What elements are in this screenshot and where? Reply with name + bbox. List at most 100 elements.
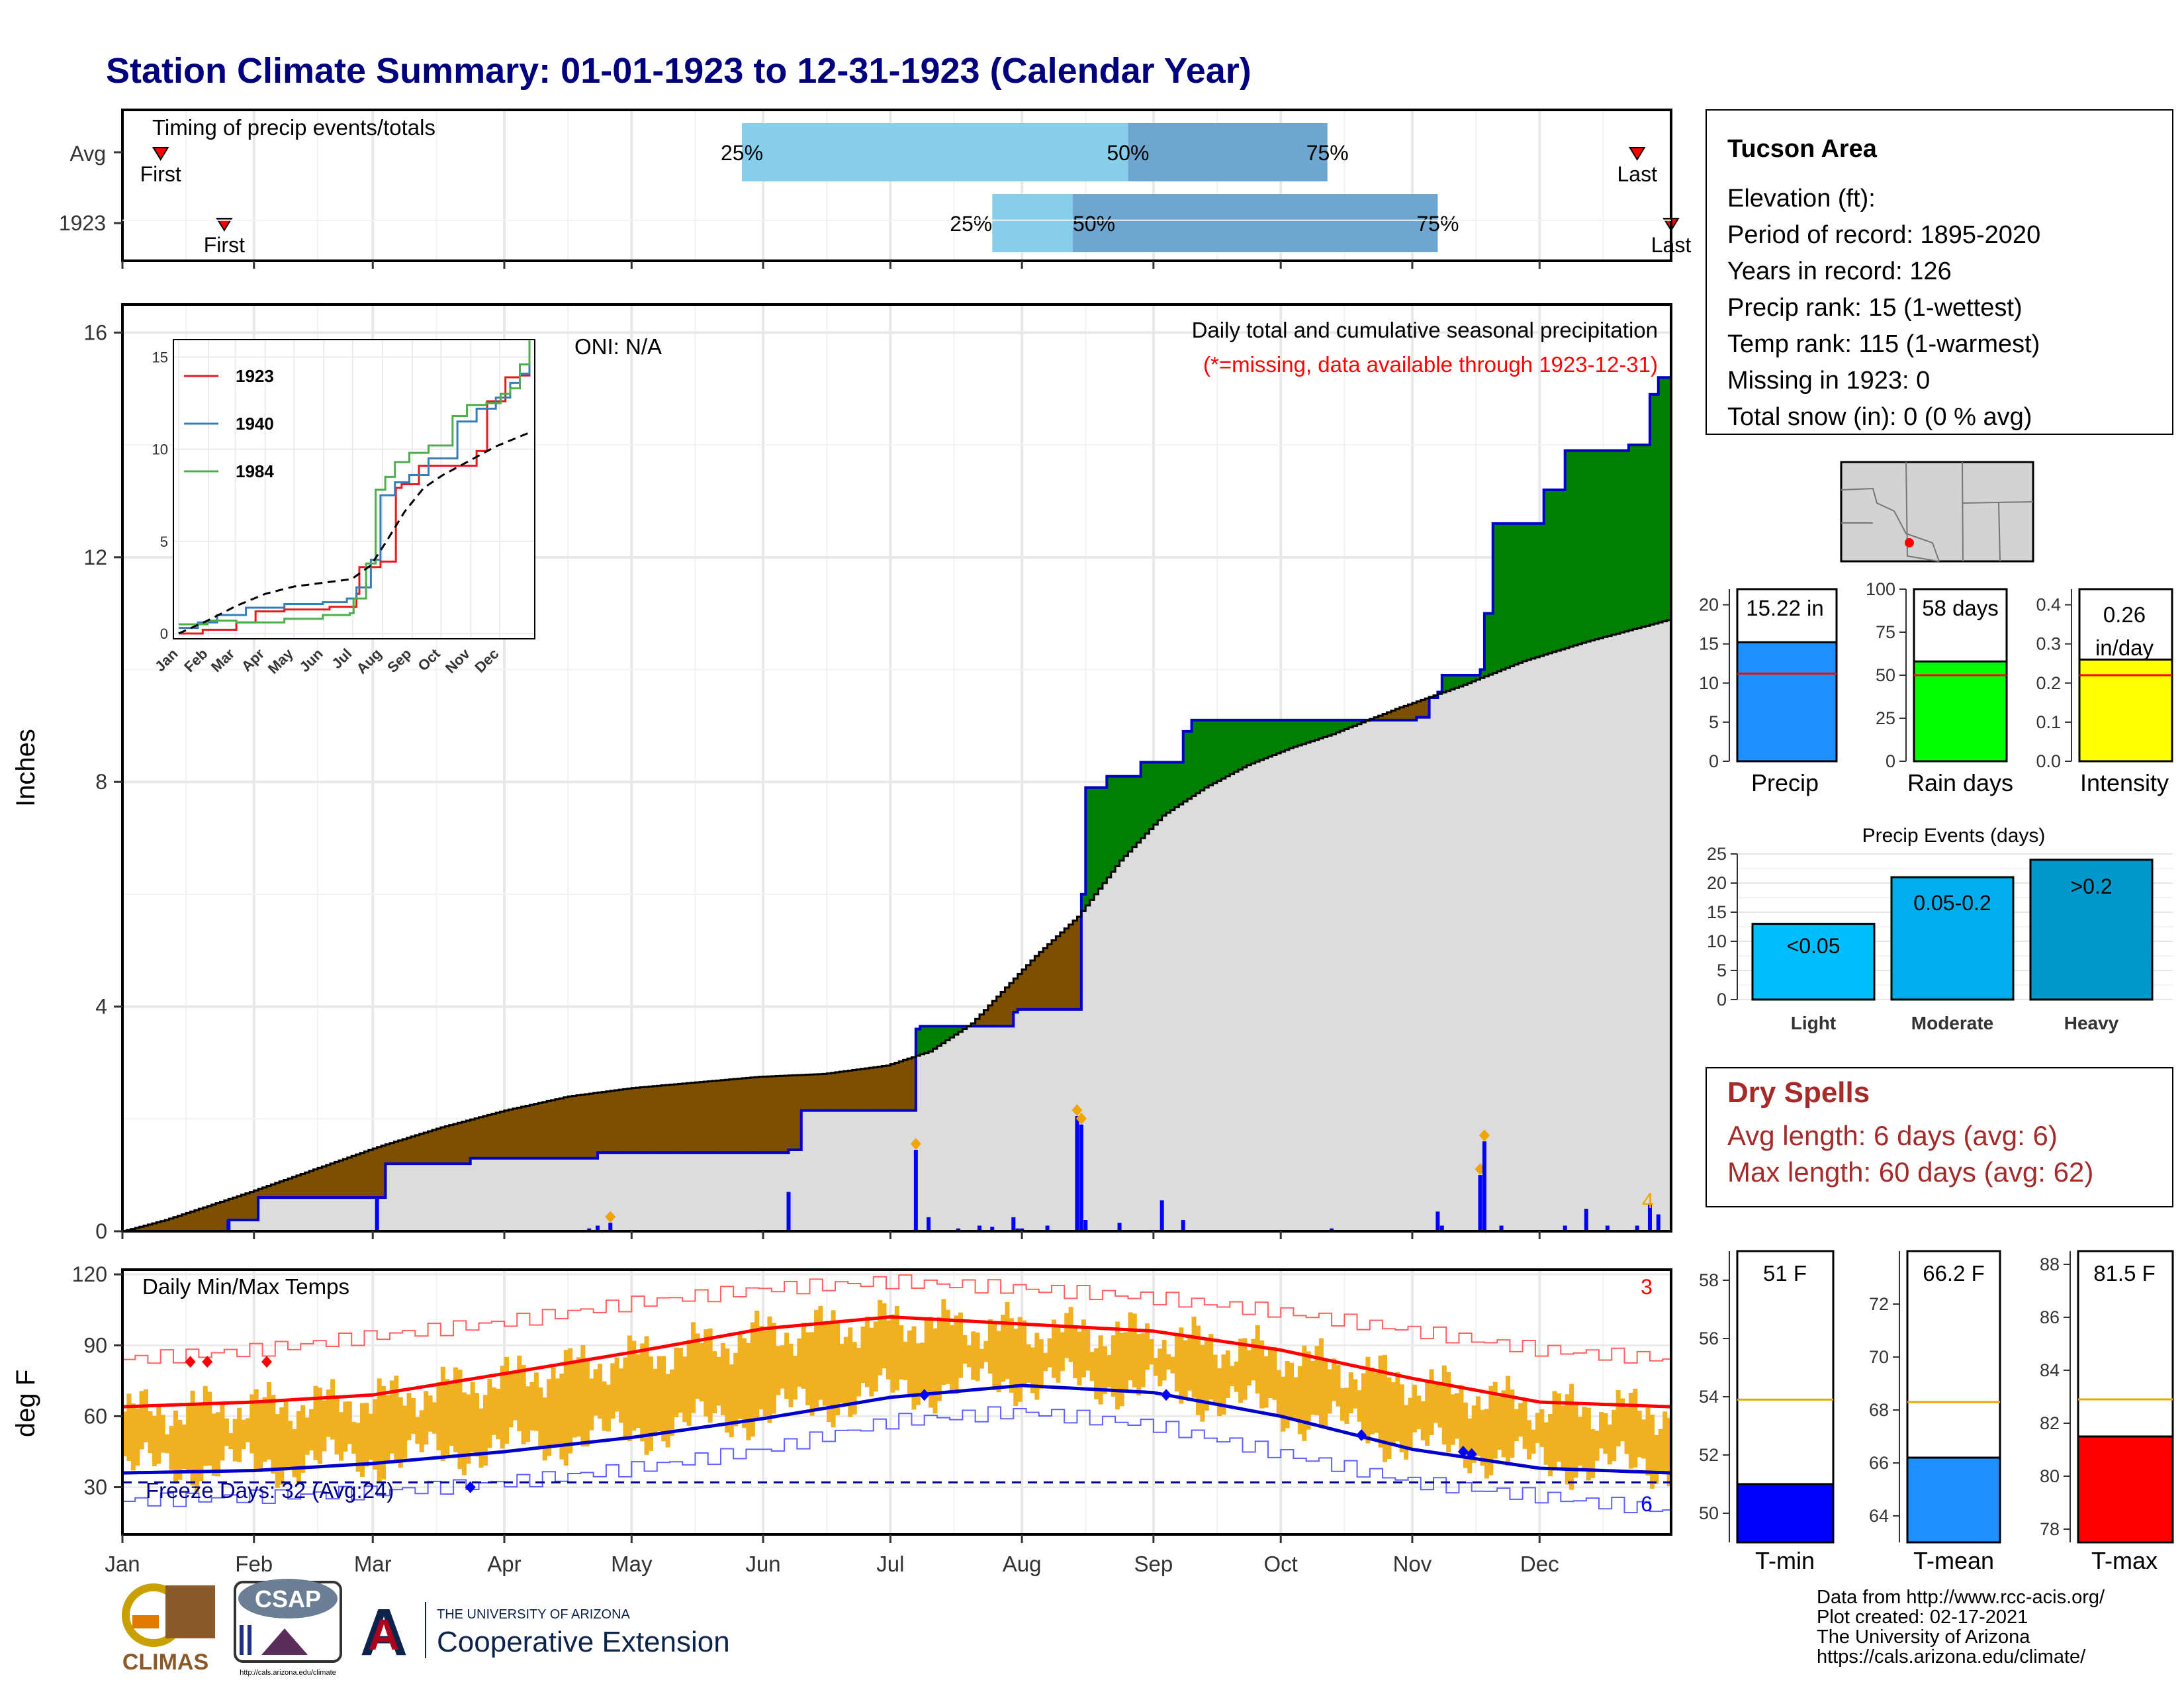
surplus-band bbox=[1514, 523, 1519, 665]
daily-temp-bar bbox=[457, 1370, 463, 1470]
svg-text:http://cals.arizona.edu/climat: http://cals.arizona.edu/climate bbox=[240, 1669, 336, 1677]
surplus-band bbox=[962, 1026, 968, 1029]
temp-bar-tick-label: 78 bbox=[2040, 1519, 2060, 1539]
deficit-band bbox=[262, 1187, 267, 1198]
daily-temp-bar bbox=[466, 1394, 471, 1464]
deficit-band bbox=[135, 1227, 140, 1231]
daily-temp-bar bbox=[1390, 1382, 1396, 1445]
daily-precip-bar bbox=[1015, 1228, 1020, 1231]
daily-temp-bar bbox=[1327, 1369, 1332, 1414]
deficit-band bbox=[1022, 969, 1027, 1009]
daily-temp-bar bbox=[661, 1356, 666, 1442]
surplus-band bbox=[920, 1026, 925, 1055]
credit-plot-created: Plot created: 02-17-2021 bbox=[1817, 1607, 2028, 1628]
deficit-band bbox=[729, 1079, 734, 1153]
precip-y-axis-label: Inches bbox=[11, 729, 40, 807]
record-high-marker bbox=[261, 1356, 272, 1368]
deficit-band bbox=[602, 1092, 607, 1153]
daily-temp-bar bbox=[1052, 1319, 1057, 1378]
precip-y-tick-label: 12 bbox=[83, 545, 107, 569]
deficit-band bbox=[758, 1076, 764, 1153]
deficit-band bbox=[432, 1129, 437, 1164]
daily-temp-bar bbox=[707, 1328, 713, 1423]
surplus-band bbox=[1149, 762, 1154, 829]
cumulative-base-area bbox=[122, 619, 1671, 1231]
daily-temp-bar bbox=[716, 1356, 721, 1406]
precip-corner-count: 4 bbox=[1642, 1189, 1654, 1213]
precip-events-chart: Precip Events (days) 0 5 10 15 20 25 Light Mo… bbox=[1707, 825, 2173, 1033]
deficit-band bbox=[156, 1222, 161, 1231]
daily-temp-bar bbox=[330, 1379, 336, 1440]
deficit-band bbox=[394, 1141, 399, 1164]
deficit-band bbox=[707, 1081, 713, 1153]
daily-temp-bar bbox=[559, 1374, 565, 1460]
surplus-band bbox=[1246, 720, 1251, 765]
deficit-band bbox=[767, 1076, 772, 1153]
daily-temp-bar bbox=[813, 1309, 819, 1409]
surplus-band bbox=[1658, 377, 1663, 623]
surplus-band bbox=[1314, 720, 1320, 740]
summary-bar-fill bbox=[1736, 641, 1838, 763]
surplus-band bbox=[1263, 720, 1269, 759]
daily-precip-bar bbox=[1656, 1214, 1661, 1231]
temp-bar-tick-label: 88 bbox=[2040, 1254, 2060, 1274]
deficit-band bbox=[771, 1076, 776, 1153]
svg-text:CLIMAS: CLIMAS bbox=[122, 1650, 208, 1675]
daily-temp-bar bbox=[304, 1417, 310, 1455]
temp-summary-bars: 50 52 54 56 58 64 66 68 70 72 78 80 82 84 86 88 T-min… bbox=[1699, 1250, 2174, 1574]
daily-temp-bar bbox=[1548, 1413, 1553, 1477]
daily-temp-bar bbox=[160, 1415, 165, 1453]
daily-temp-bar bbox=[1166, 1354, 1171, 1370]
daily-temp-bar bbox=[1310, 1360, 1316, 1415]
deficit-band bbox=[907, 1058, 913, 1111]
deficit-band bbox=[1416, 701, 1422, 718]
deficit-band bbox=[1408, 704, 1413, 720]
daily-temp-bar bbox=[1543, 1422, 1549, 1465]
daily-precip-bar bbox=[978, 1225, 982, 1231]
deficit-band bbox=[478, 1117, 484, 1158]
surplus-band bbox=[1327, 720, 1332, 736]
daily-temp-bar bbox=[1552, 1391, 1557, 1471]
daily-temp-bar bbox=[1569, 1383, 1574, 1490]
inset-x-tick-label: Sep bbox=[384, 645, 414, 676]
deficit-band bbox=[385, 1144, 390, 1164]
deficit-band bbox=[644, 1086, 649, 1153]
surplus-band bbox=[1217, 720, 1222, 781]
surplus-band bbox=[1170, 762, 1175, 810]
daily-temp-bar bbox=[445, 1379, 450, 1455]
deficit-band bbox=[508, 1109, 514, 1158]
daily-temp-bar bbox=[1009, 1318, 1014, 1393]
deficit-band bbox=[852, 1070, 857, 1111]
daily-temp-bar bbox=[1582, 1407, 1587, 1470]
daily-precip-bar bbox=[608, 1223, 613, 1231]
timing-marker-triangle bbox=[1628, 147, 1646, 161]
inset-line-1940 bbox=[179, 360, 531, 630]
daily-temp-bar bbox=[1408, 1397, 1413, 1450]
deficit-band bbox=[351, 1156, 357, 1198]
daily-temp-bar bbox=[1077, 1331, 1082, 1386]
daily-temp-bar bbox=[424, 1391, 429, 1445]
summary-bar-tick-label: 15 bbox=[1699, 634, 1719, 654]
daily-temp-bar bbox=[929, 1317, 934, 1408]
deficit-band bbox=[627, 1088, 632, 1153]
deficit-band bbox=[551, 1100, 556, 1158]
csap-logo: CSAP http://cals.arizona.edu/climate bbox=[234, 1579, 342, 1677]
daily-temp-bar bbox=[1637, 1411, 1642, 1458]
daily-precip-bar bbox=[1045, 1225, 1050, 1231]
deficit-band bbox=[589, 1094, 594, 1158]
inset-line-1923 bbox=[179, 353, 531, 635]
daily-temp-bar bbox=[1603, 1413, 1608, 1454]
deficit-band bbox=[665, 1085, 670, 1153]
daily-temp-bar bbox=[1344, 1387, 1349, 1425]
daily-temp-bar bbox=[1649, 1415, 1655, 1489]
surplus-band bbox=[1484, 613, 1489, 677]
daily-temp-bar bbox=[135, 1408, 140, 1466]
deficit-band bbox=[389, 1143, 394, 1164]
surplus-band bbox=[915, 1029, 921, 1056]
month-tick-label: Feb bbox=[235, 1552, 273, 1576]
daily-precip-bar bbox=[1435, 1211, 1440, 1231]
daily-temp-bar bbox=[1599, 1412, 1604, 1449]
temp-y-axis-label: deg F bbox=[11, 1370, 40, 1437]
surplus-band bbox=[1332, 720, 1337, 735]
daily-precip-marker bbox=[910, 1137, 921, 1150]
